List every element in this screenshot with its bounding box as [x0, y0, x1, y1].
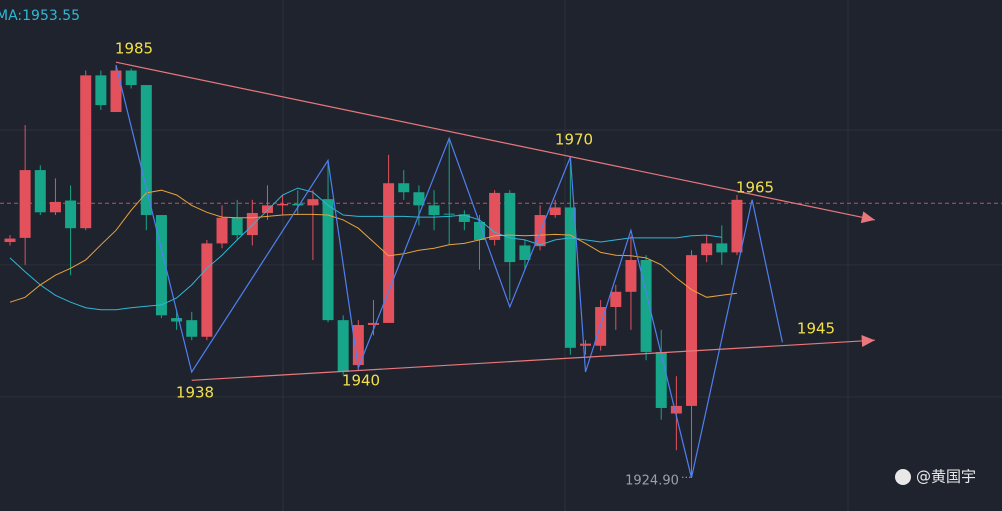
candle-body	[443, 213, 455, 215]
candle-body	[261, 205, 273, 213]
candle-body	[155, 215, 167, 316]
candle-body	[655, 351, 667, 408]
candle-body	[670, 405, 682, 414]
candle-body	[504, 192, 516, 263]
candle-body	[4, 238, 16, 243]
candle-body	[428, 205, 440, 216]
pivot-label: 1940	[342, 372, 380, 390]
candle-body	[367, 322, 379, 325]
candle-body	[473, 221, 485, 240]
candle-body	[458, 214, 470, 222]
ma-line	[9, 187, 722, 311]
candle-body	[352, 324, 364, 366]
candle-body	[337, 320, 349, 373]
watermark-icon	[895, 469, 911, 485]
candle-body	[80, 75, 92, 229]
candle-body	[701, 243, 713, 256]
candle-body	[398, 183, 410, 193]
candle-body	[322, 199, 334, 321]
pivot-label: 1945	[797, 320, 835, 338]
candle-body	[277, 203, 289, 206]
candle-body	[246, 212, 258, 236]
watermark: @黄国宇	[916, 468, 976, 486]
candle-body	[201, 243, 213, 337]
low-label: 1924.90	[625, 474, 679, 489]
plot	[0, 61, 1002, 478]
candle-body	[625, 259, 637, 292]
candle-body	[519, 245, 531, 260]
ma-line	[9, 189, 738, 303]
candle-body	[110, 70, 122, 113]
trend-line	[191, 339, 875, 381]
candle-body	[686, 255, 698, 406]
pivot-label: 1938	[176, 384, 214, 402]
candle-body	[383, 183, 395, 323]
candle-body	[731, 199, 743, 253]
candle-body	[19, 170, 31, 238]
candle-body	[413, 192, 425, 206]
candle-body	[580, 343, 592, 346]
candle-body	[489, 192, 501, 240]
pivot-label: 1970	[555, 131, 593, 149]
candle-body	[49, 201, 61, 213]
candle-body	[34, 170, 46, 213]
candle-body	[231, 217, 243, 236]
low-dots: ···	[681, 471, 692, 484]
candle-body	[186, 320, 198, 337]
candle-body	[125, 70, 137, 86]
trend-arrow	[860, 211, 875, 224]
candle-body	[140, 85, 152, 216]
candle-body	[564, 207, 576, 348]
candle-body	[65, 200, 77, 229]
candle-body	[610, 291, 622, 308]
pivot-label: 1965	[736, 179, 774, 197]
candle-body	[171, 318, 183, 322]
trend-arrow	[861, 334, 875, 347]
trend-line	[115, 61, 875, 221]
zigzag-line	[115, 64, 783, 478]
candle-body	[640, 259, 652, 352]
candle-body	[307, 199, 319, 206]
candle-body	[549, 207, 561, 216]
candle-body	[716, 243, 728, 253]
indicator-label: MA:1953.55	[0, 8, 80, 24]
pivot-label: 1985	[115, 40, 153, 58]
candle-body	[95, 75, 107, 106]
candle-body	[216, 217, 228, 244]
candle-body	[292, 203, 304, 206]
